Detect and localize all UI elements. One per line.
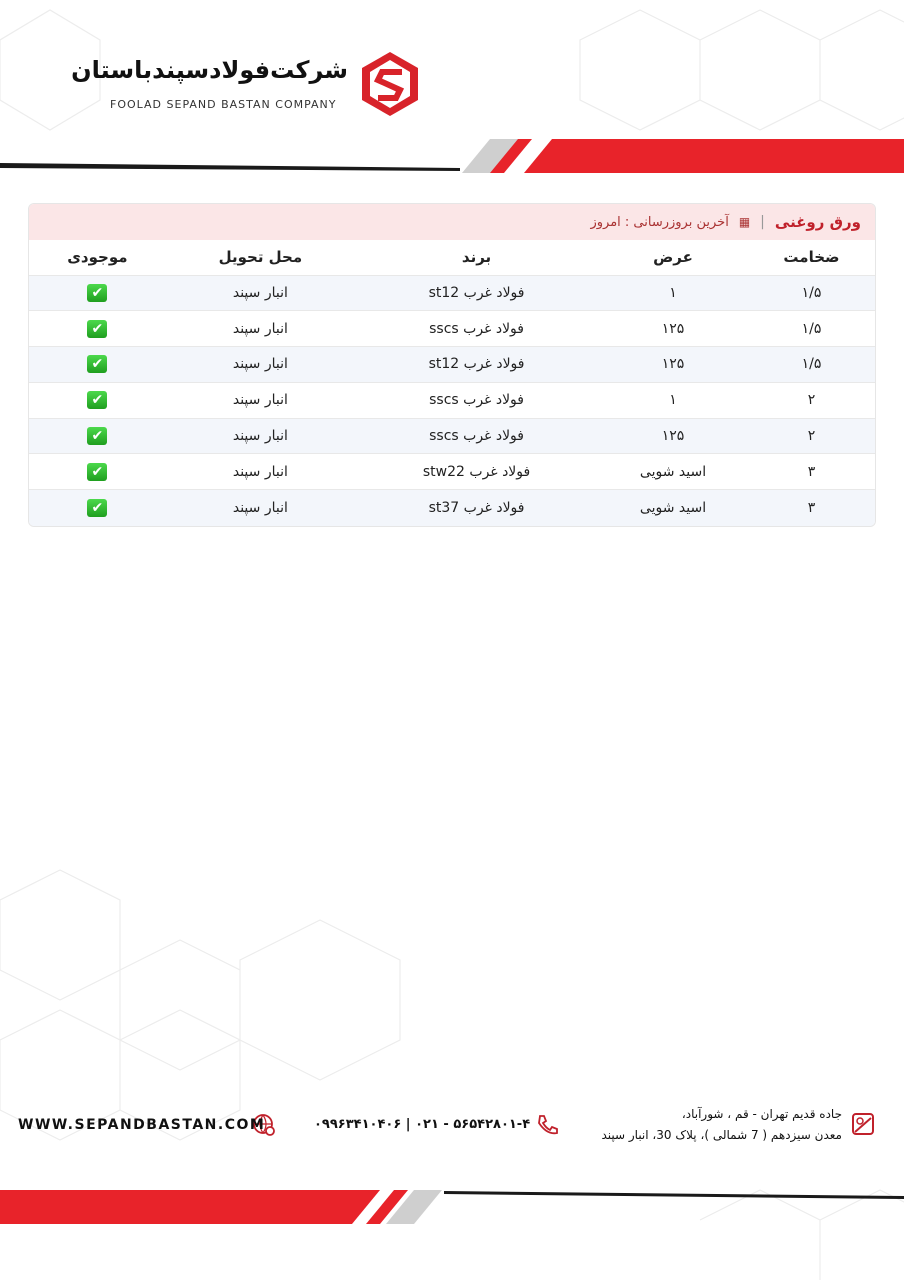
cell-thickness: ۱/۵ xyxy=(747,310,875,348)
cell-delivery-location: انبار سپند xyxy=(165,453,355,491)
cell-availability: ✔ xyxy=(29,453,166,491)
table-title: ورق روغنی xyxy=(774,213,861,231)
cell-width: ۱ xyxy=(598,382,748,419)
cell-brand: فولاد غرب stw22 xyxy=(355,453,599,491)
cell-width: اسید شویی xyxy=(598,489,748,526)
phone-numbers: ۰۹۹۶۳۴۱۰۴۰۶ | ۰۲۱ - ۵۶۵۴۲۸۰۱-۴ xyxy=(314,1117,531,1132)
cell-availability: ✔ xyxy=(29,310,166,348)
cell-brand: فولاد غرب st37 xyxy=(355,489,599,526)
web-search-icon xyxy=(253,1114,275,1136)
table-row: ۳ اسید شویی فولاد غرب st37 انبار سپند ✔ xyxy=(29,489,875,526)
cell-thickness: ۱/۵ xyxy=(747,275,875,312)
calendar-icon: ▦ xyxy=(738,215,751,229)
table-row: ۱/۵ ۱۲۵ فولاد غرب st12 انبار سپند ✔ xyxy=(29,346,875,383)
table-row: ۱/۵ ۱ فولاد غرب st12 انبار سپند ✔ xyxy=(29,275,875,312)
check-icon: ✔ xyxy=(87,498,108,517)
footer: جاده قدیم تهران - قم ، شورآباد، معدن سیز… xyxy=(0,1105,904,1150)
website-link[interactable]: WWW.SEPANDBASTAN.COM xyxy=(18,1117,266,1133)
divider: | xyxy=(760,214,765,230)
table-row: ۳ اسید شویی فولاد غرب stw22 انبار سپند ✔ xyxy=(29,453,875,491)
check-icon: ✔ xyxy=(87,427,108,446)
cell-delivery-location: انبار سپند xyxy=(165,346,355,383)
company-name-en: FOOLAD SEPAND BASTAN COMPANY xyxy=(110,98,337,111)
cell-delivery-location: انبار سپند xyxy=(165,382,355,419)
column-header-availability: موجودی xyxy=(29,240,166,276)
column-header-delivery-location: محل تحویل xyxy=(165,240,355,276)
check-icon: ✔ xyxy=(87,355,108,374)
cell-availability: ✔ xyxy=(29,346,166,383)
cell-thickness: ۳ xyxy=(747,489,875,526)
table-row: ۲ ۱۲۵ فولاد غرب sscs انبار سپند ✔ xyxy=(29,418,875,455)
table-row: ۲ ۱ فولاد غرب sscs انبار سپند ✔ xyxy=(29,382,875,419)
footer-stripe xyxy=(0,1190,904,1224)
cell-delivery-location: انبار سپند xyxy=(165,275,355,312)
cell-thickness: ۲ xyxy=(747,382,875,419)
table-row: ۱/۵ ۱۲۵ فولاد غرب sscs انبار سپند ✔ xyxy=(29,310,875,348)
stock-table-card: ورق روغنی | ▦ آخرین بروزرسانی : امروز ضخ… xyxy=(28,203,876,527)
cell-brand: فولاد غرب st12 xyxy=(355,346,599,383)
stock-table: ضخامت عرض برند محل تحویل موجودی ۱/۵ ۱ فولاد غر… xyxy=(29,240,875,526)
company-name-fa: شرکت‌فولادسپندباستان xyxy=(71,56,348,84)
cell-brand: فولاد غرب st12 xyxy=(355,275,599,312)
address-line-2: معدن سیزدهم ( 7 شمالی )، پلاک 30، انبار … xyxy=(601,1128,842,1142)
cell-delivery-location: انبار سپند xyxy=(165,310,355,348)
cell-brand: فولاد غرب sscs xyxy=(355,418,599,455)
check-icon: ✔ xyxy=(87,391,108,410)
logo-s-icon xyxy=(362,52,418,116)
cell-width: ۱۲۵ xyxy=(598,310,748,348)
cell-availability: ✔ xyxy=(29,382,166,419)
header-stripe xyxy=(0,139,904,173)
check-icon: ✔ xyxy=(87,283,108,302)
cell-delivery-location: انبار سپند xyxy=(165,418,355,455)
cell-availability: ✔ xyxy=(29,418,166,455)
cell-brand: فولاد غرب sscs xyxy=(355,382,599,419)
column-header-thickness: ضخامت xyxy=(747,240,875,276)
cell-availability: ✔ xyxy=(29,489,166,526)
check-icon: ✔ xyxy=(87,462,108,481)
address-line-1: جاده قدیم تهران - قم ، شورآباد، xyxy=(681,1107,842,1121)
cell-thickness: ۱/۵ xyxy=(747,346,875,383)
cell-availability: ✔ xyxy=(29,275,166,312)
cell-width: اسید شویی xyxy=(598,453,748,491)
phone-icon xyxy=(538,1115,558,1135)
column-header-width: عرض xyxy=(598,240,748,276)
column-header-brand: برند xyxy=(355,240,599,276)
cell-width: ۱۲۵ xyxy=(598,418,748,455)
check-icon: ✔ xyxy=(87,319,108,338)
map-icon xyxy=(852,1113,874,1135)
table-title-bar: ورق روغنی | ▦ آخرین بروزرسانی : امروز xyxy=(29,204,875,240)
cell-thickness: ۳ xyxy=(747,453,875,491)
last-updated: آخرین بروزرسانی : امروز xyxy=(590,214,729,230)
cell-delivery-location: انبار سپند xyxy=(165,489,355,526)
cell-thickness: ۲ xyxy=(747,418,875,455)
company-logo: شرکت‌فولادسپندباستان FOOLAD SEPAND BASTA… xyxy=(71,50,428,120)
cell-width: ۱ xyxy=(598,275,748,312)
cell-brand: فولاد غرب sscs xyxy=(355,310,599,348)
cell-width: ۱۲۵ xyxy=(598,346,748,383)
